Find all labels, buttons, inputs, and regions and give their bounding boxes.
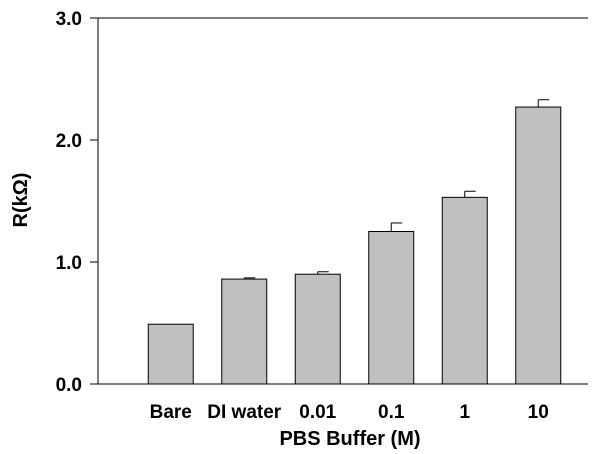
x-tick-label: 0.1 (378, 402, 405, 423)
bar-1 (147, 323, 194, 385)
x-tick-label: DI water (207, 402, 282, 423)
bar-2 (221, 278, 268, 385)
bar-5 (441, 196, 488, 385)
x-tick-label: 10 (528, 402, 549, 423)
x-tick-label: 0.01 (299, 402, 336, 423)
axes-group (90, 17, 588, 385)
bars-group (147, 106, 562, 385)
y-tick-labels: 0.0 1.0 2.0 3.0 (56, 9, 82, 396)
x-tick-label: Bare (150, 402, 192, 423)
bar-3 (294, 273, 341, 385)
bar-4 (368, 231, 415, 385)
x-axis-label: PBS Buffer (M) (279, 428, 420, 450)
y-tick-label: 0.0 (56, 375, 82, 396)
x-tick-label: 1 (459, 402, 470, 423)
y-tick-label: 3.0 (56, 9, 82, 30)
x-tick-labels: Bare DI water 0.01 0.1 1 10 (150, 402, 549, 423)
y-tick-label: 2.0 (56, 131, 82, 152)
bar-6 (515, 106, 562, 385)
y-tick-label: 1.0 (56, 253, 82, 274)
error-bars-group (243, 99, 550, 280)
y-axis-label: R(kΩ) (10, 173, 32, 228)
